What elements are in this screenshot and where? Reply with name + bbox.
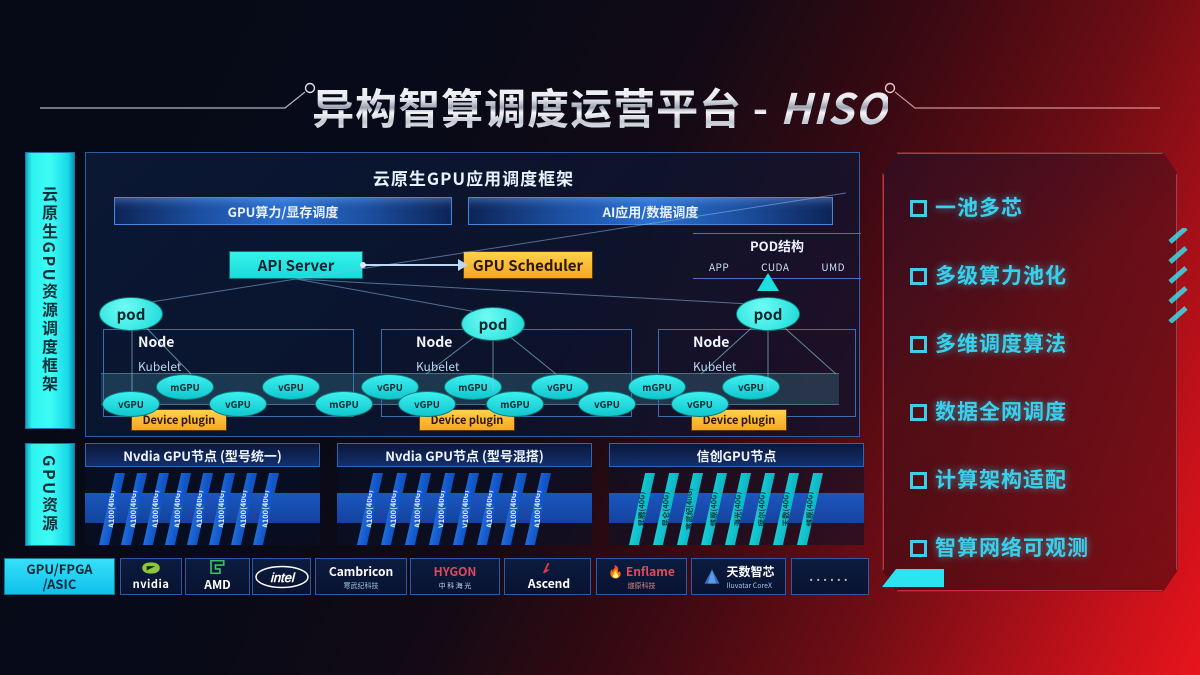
svg-text:intel: intel [270,570,296,585]
